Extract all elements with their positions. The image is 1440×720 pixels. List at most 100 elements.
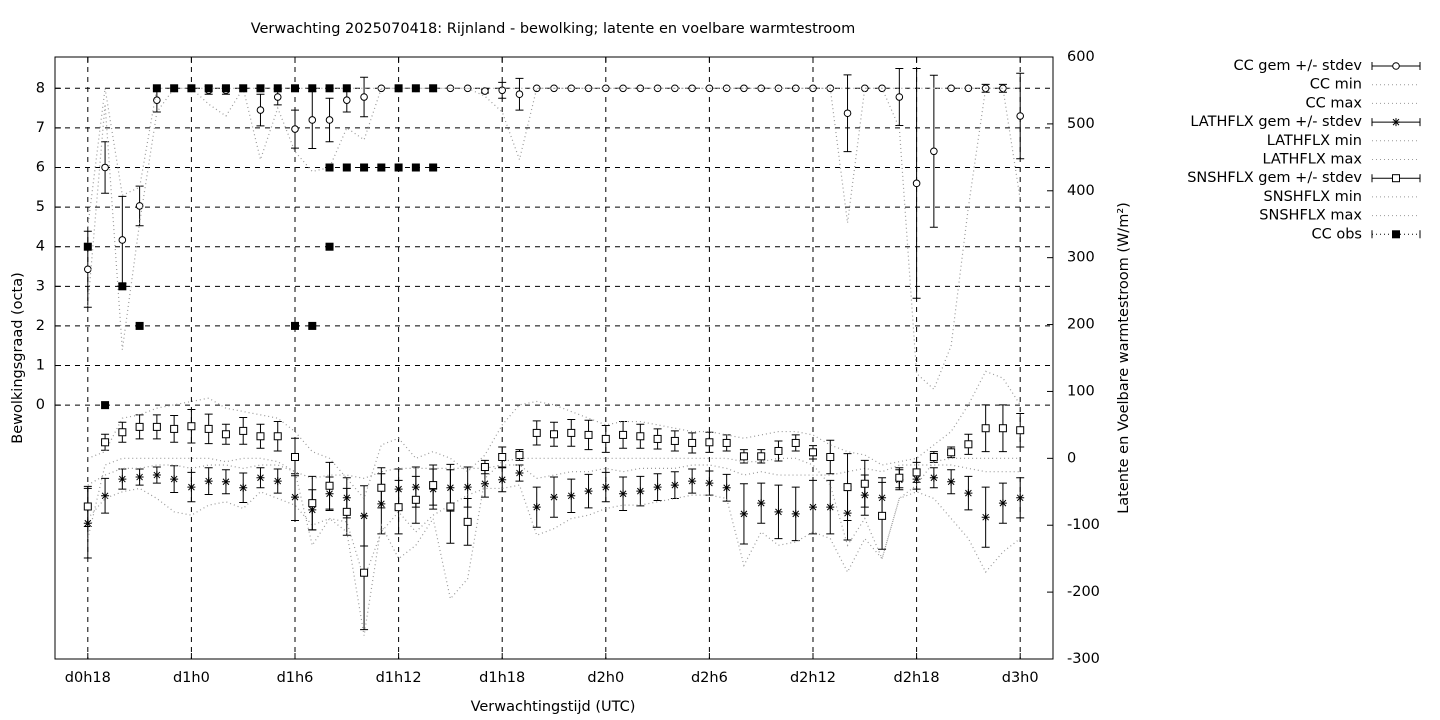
min-max-line: [87, 86, 1021, 391]
point: [463, 483, 472, 492]
plot-frame: [54, 56, 1054, 660]
point: [342, 507, 351, 516]
point: [118, 282, 127, 291]
point: [964, 84, 973, 93]
point: [308, 116, 317, 124]
y-tick-label: 8: [36, 80, 45, 96]
y-tick-label: 6: [36, 159, 45, 175]
point: [636, 84, 645, 93]
point: [291, 493, 300, 502]
point: [325, 481, 334, 490]
point: [619, 430, 628, 439]
y-tick-label: 7: [36, 120, 45, 136]
y-axis-label: Bewolkingsgraad (octa): [10, 272, 26, 443]
point: [273, 84, 282, 93]
legend-marker: [1392, 118, 1400, 127]
y-tick-label: 5: [36, 199, 45, 215]
point: [256, 106, 265, 114]
point: [860, 479, 869, 488]
point: [377, 483, 386, 492]
point: [481, 87, 489, 95]
point: [584, 84, 593, 93]
point: [584, 487, 593, 496]
point: [895, 473, 904, 482]
point: [118, 475, 127, 484]
y-tick-label: 3: [36, 278, 45, 294]
point: [498, 86, 507, 95]
point: [325, 84, 334, 93]
point: [688, 477, 697, 486]
point: [152, 471, 161, 480]
point: [101, 438, 110, 447]
y2-tick-label: 0: [1067, 450, 1076, 466]
point: [118, 428, 127, 437]
point: [567, 491, 576, 500]
point: [895, 93, 904, 101]
point: [791, 509, 800, 518]
point: [653, 434, 662, 443]
point: [1016, 493, 1025, 502]
point: [83, 242, 92, 251]
x-tick-label: d1h18: [479, 670, 525, 686]
point: [429, 163, 438, 172]
point: [308, 321, 317, 330]
point: [256, 473, 265, 482]
point: [826, 503, 835, 512]
point: [619, 489, 628, 498]
y2-tick-label: 100: [1067, 383, 1095, 399]
point: [670, 436, 679, 445]
point: [929, 473, 938, 482]
point: [221, 84, 230, 93]
legend-label: LATHFLX max: [1262, 152, 1362, 168]
point: [135, 321, 144, 330]
point: [187, 422, 196, 431]
point: [221, 430, 230, 439]
x-tick-label: d3h0: [1002, 670, 1039, 686]
legend-label: SNSHFLX min: [1264, 189, 1362, 205]
x-tick-label: d2h18: [894, 670, 940, 686]
point: [808, 448, 817, 457]
point: [532, 503, 541, 512]
point: [221, 477, 230, 486]
point: [981, 424, 990, 433]
point: [204, 84, 213, 93]
point: [998, 424, 1007, 433]
point: [964, 440, 973, 449]
point: [998, 499, 1007, 508]
point: [170, 475, 179, 484]
point: [360, 163, 369, 172]
legend-label: LATHFLX min: [1267, 133, 1362, 149]
point: [878, 511, 887, 520]
point: [101, 401, 110, 410]
x-tick-label: d1h6: [277, 670, 314, 686]
point: [291, 321, 300, 330]
x-tick-label: d0h18: [65, 670, 111, 686]
point: [273, 477, 282, 486]
point: [325, 116, 334, 124]
point: [670, 481, 679, 490]
legend-label: SNSHFLX gem +/- stdev: [1187, 170, 1362, 186]
y-tick-label: 2: [36, 318, 45, 334]
point: [947, 84, 955, 93]
point: [739, 509, 748, 518]
point: [601, 434, 610, 443]
x-tick-label: d2h6: [691, 670, 728, 686]
point: [325, 242, 334, 251]
point: [342, 84, 351, 93]
point: [532, 428, 541, 437]
point: [774, 507, 783, 516]
point: [515, 90, 524, 99]
min-max-line: [87, 457, 1021, 636]
point: [739, 452, 748, 461]
point: [912, 179, 921, 188]
legend-label: SNSHFLX max: [1259, 208, 1362, 224]
y2-tick-label: 600: [1067, 49, 1095, 65]
x-axis-label: Verwachtingstijd (UTC): [471, 699, 636, 715]
y2-tick-label: -200: [1067, 584, 1100, 600]
point: [411, 84, 420, 93]
point: [256, 432, 265, 441]
y2-tick-label: -100: [1067, 517, 1100, 533]
point: [498, 475, 507, 484]
point: [411, 163, 420, 172]
